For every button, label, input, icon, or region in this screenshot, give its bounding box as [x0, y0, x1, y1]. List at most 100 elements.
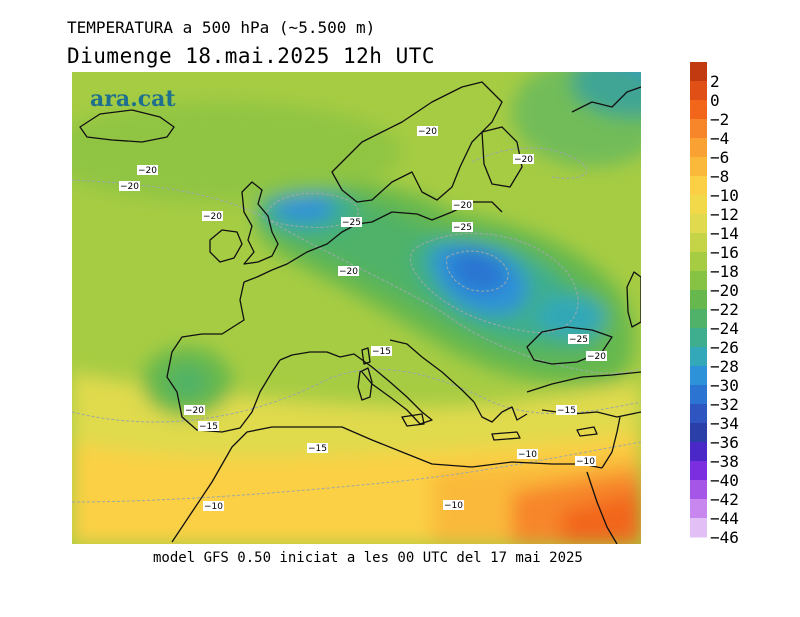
legend-label: −40 [710, 471, 739, 490]
svg-text:−20: −20 [453, 201, 472, 211]
svg-text:−20: −20 [418, 127, 437, 137]
isotherm-minus-25-north-sea [265, 192, 359, 228]
legend-label: −26 [710, 338, 739, 357]
chart-subtitle: Diumenge 18.mai.2025 12h UTC [67, 44, 436, 68]
contour-label: −15 [307, 443, 328, 454]
contour-label: −10 [203, 501, 224, 512]
coast-biscay [202, 281, 245, 335]
legend-swatch [690, 518, 707, 538]
legend-swatch [690, 81, 707, 101]
legend-label: −46 [710, 528, 739, 547]
contour-label: −20 [184, 405, 205, 416]
contour-label: −25 [568, 334, 589, 345]
coast-iceland [79, 109, 175, 143]
legend-label: −20 [710, 281, 739, 300]
legend-swatch [690, 442, 707, 462]
contour-label: −20 [202, 211, 223, 222]
legend-swatch [690, 233, 707, 253]
coast-north-africa [171, 426, 603, 543]
legend-swatch [690, 366, 707, 386]
legend-swatch [690, 138, 707, 158]
legend-label: −16 [710, 243, 739, 262]
contour-label: −15 [198, 421, 219, 432]
isotherm-minus-25-east [409, 232, 579, 334]
coast-cyprus [576, 426, 598, 437]
legend-label: −44 [710, 509, 739, 528]
legend-swatch [690, 328, 707, 348]
coast-greece [473, 401, 528, 423]
coast-ireland [209, 229, 243, 263]
legend-label: −34 [710, 414, 739, 433]
contour-label: −20 [338, 266, 359, 277]
legend-label: −18 [710, 262, 739, 281]
contour-label: −10 [575, 456, 596, 467]
svg-text:−15: −15 [557, 406, 576, 416]
field-low-north-sea-core [274, 194, 334, 222]
legend-swatch [690, 461, 707, 481]
coast-adriatic [389, 339, 475, 403]
svg-text:−25: −25 [342, 218, 361, 228]
contour-label: −20 [513, 154, 534, 165]
legend-swatch [690, 252, 707, 272]
coast-scandinavia [331, 81, 503, 203]
legend-swatch [690, 119, 707, 139]
svg-text:−20: −20 [203, 212, 222, 222]
svg-text:−20: −20 [185, 406, 204, 416]
svg-text:−20: −20 [138, 166, 157, 176]
coast-caspian [626, 271, 641, 328]
svg-text:−10: −10 [518, 450, 537, 460]
field-arctic-ring [512, 72, 641, 167]
chart-title: TEMPERATURA a 500 hPa (~5.500 m) [67, 18, 376, 37]
contour-label: −20 [586, 351, 607, 362]
svg-text:−20: −20 [514, 155, 533, 165]
svg-text:−10: −10 [444, 501, 463, 511]
model-info: model GFS 0.50 iniciat a les 00 UTC del … [153, 550, 583, 566]
contour-label: −10 [443, 500, 464, 511]
legend-label: −12 [710, 205, 739, 224]
svg-text:−10: −10 [576, 457, 595, 467]
svg-text:−15: −15 [308, 444, 327, 454]
isotherm-minus-10 [72, 441, 641, 503]
field-band-30 [451, 250, 506, 292]
temperature-map: −20 −20 −20 −20 −20 −20 −25 −20 −25 −15 −25 −20 −20 −… [72, 72, 641, 544]
legend-label: −22 [710, 300, 739, 319]
coast-red-sea [586, 471, 618, 544]
svg-text:−20: −20 [120, 182, 139, 192]
coast-sicily [401, 413, 425, 427]
legend-label: 2 [710, 72, 720, 91]
legend-label: −10 [710, 186, 739, 205]
contour-label: −15 [371, 346, 392, 357]
legend-swatch [690, 176, 707, 196]
legend-swatch [690, 404, 707, 424]
coast-arctic [571, 86, 641, 113]
coast-corsica [361, 347, 371, 365]
svg-text:−10: −10 [204, 502, 223, 512]
legend-swatch [690, 347, 707, 367]
coast-iberia [166, 333, 281, 433]
field-low-black-sea [537, 295, 607, 339]
contour-label: −15 [556, 405, 577, 416]
legend-label: −32 [710, 395, 739, 414]
legend-label: −30 [710, 376, 739, 395]
coast-sardinia [357, 367, 373, 401]
legend-label: −36 [710, 433, 739, 452]
legend-label: −14 [710, 224, 739, 243]
legend-label: −6 [710, 148, 729, 167]
contour-label: −20 [119, 181, 140, 192]
svg-text:−15: −15 [372, 347, 391, 357]
coast-turkey [526, 371, 641, 393]
legend-swatch [690, 290, 707, 310]
legend-label: −28 [710, 357, 739, 376]
legend-label: 0 [710, 91, 720, 110]
labels-layer: −20 −20 −20 −20 −20 −20 −25 −20 −25 −15 −25 −20 −20 −… [119, 126, 607, 512]
legend-swatch [690, 157, 707, 177]
field-low-atlantic-core [167, 366, 207, 398]
svg-text:−25: −25 [569, 335, 588, 345]
coast-crete [491, 431, 521, 441]
legend-label: −4 [710, 129, 729, 148]
coast-baltic [371, 201, 503, 223]
legend-swatch [690, 480, 707, 500]
contour-label: −25 [452, 222, 473, 233]
contour-label: −20 [137, 165, 158, 176]
legend-label: −42 [710, 490, 739, 509]
